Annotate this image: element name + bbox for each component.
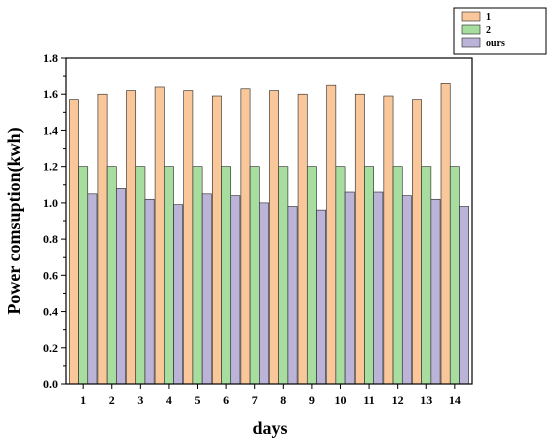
bar-series-ours-day-11	[373, 191, 384, 385]
bar-series-ours-day-1	[87, 193, 98, 385]
bar-series-2-day-4	[164, 166, 174, 385]
bar-series-1-day-2	[97, 93, 108, 385]
legend-label-1: 1	[486, 12, 491, 23]
bar-series-1-day-13	[412, 99, 422, 385]
y-axis: 0.0 0.2 0.4 0.6 0.8 1.0 1.2 1.4 1.6 1.8	[43, 51, 66, 391]
x-tick-label: 2	[109, 393, 115, 407]
bar-series-1-day-14	[440, 83, 451, 385]
legend-swatch-ours	[461, 37, 481, 48]
bar-series-1-day-12	[383, 95, 394, 385]
legend-swatch-2	[461, 24, 481, 35]
bar-series-2-day-14	[449, 166, 460, 385]
x-tick-label: 7	[252, 393, 258, 407]
bar-series-2-day-2	[106, 166, 117, 385]
bar-series-1-day-8	[269, 90, 279, 385]
x-tick-label: 9	[309, 393, 315, 407]
x-tick-label: 4	[166, 393, 172, 407]
y-tick-label: 0.0	[43, 377, 58, 391]
bar-series-ours-day-7	[259, 202, 269, 385]
legend-label-2: 2	[486, 25, 491, 36]
x-axis-title: days	[252, 418, 287, 438]
bar-series-2-day-7	[249, 166, 260, 385]
bar-series-2-day-13	[421, 166, 432, 385]
y-tick-label: 0.8	[43, 232, 58, 246]
bar-series-1-day-4	[154, 86, 165, 385]
x-tick-label: 13	[420, 393, 432, 407]
legend: 1 2 ours	[453, 7, 547, 55]
x-tick-label: 1	[80, 393, 86, 407]
bar-series-ours-day-3	[144, 198, 155, 385]
x-tick-label: 5	[195, 393, 201, 407]
bar-series-1-day-10	[326, 84, 337, 385]
legend-swatch-1	[461, 11, 481, 22]
legend-label-ours: ours	[486, 38, 505, 49]
bar-series-1-day-7	[240, 88, 251, 385]
y-tick-label: 0.6	[43, 268, 58, 282]
bar-series-2-day-12	[392, 166, 403, 385]
x-tick-label: 6	[223, 393, 229, 407]
y-tick-label: 1.8	[43, 51, 58, 65]
bar-series-2-day-5	[192, 166, 203, 385]
y-tick-label: 1.2	[43, 160, 58, 174]
bar-series-2-day-1	[78, 166, 89, 385]
x-tick-label: 12	[392, 393, 404, 407]
y-tick-label: 1.4	[43, 123, 58, 137]
bar-series-2-day-6	[221, 166, 232, 385]
bars-group	[69, 83, 469, 385]
y-tick-label: 0.4	[43, 305, 58, 319]
bar-series-ours-day-13	[430, 198, 441, 385]
bar-series-ours-day-2	[116, 188, 126, 385]
bar-series-ours-day-4	[173, 204, 184, 385]
bar-series-2-day-3	[135, 166, 146, 385]
x-tick-label: 14	[449, 393, 461, 407]
y-tick-label: 1.0	[43, 196, 58, 210]
bar-series-ours-day-12	[401, 195, 412, 385]
bar-series-1-day-9	[297, 93, 308, 385]
x-tick-label: 11	[363, 393, 374, 407]
bar-series-2-day-10	[335, 166, 346, 385]
bar-series-2-day-11	[364, 166, 374, 385]
y-tick-label: 0.2	[43, 341, 58, 355]
bar-series-1-day-3	[126, 90, 137, 385]
y-tick-label: 1.6	[43, 87, 58, 101]
bar-series-2-day-8	[278, 166, 289, 385]
bar-series-ours-day-6	[230, 195, 241, 385]
y-axis-title: Power comsuption(kwh)	[4, 127, 25, 314]
bar-series-1-day-6	[211, 95, 222, 385]
bar-series-1-day-1	[69, 99, 79, 385]
bar-series-ours-day-10	[344, 191, 355, 385]
bar-series-1-day-5	[183, 90, 194, 385]
bar-series-2-day-9	[306, 166, 317, 385]
bar-series-ours-day-14	[459, 206, 469, 385]
x-tick-label: 3	[137, 393, 143, 407]
bar-series-1-day-11	[354, 93, 365, 385]
bar-series-ours-day-9	[316, 209, 327, 385]
x-tick-label: 10	[334, 393, 346, 407]
x-axis: 1 2 3 4 5 6 7 8 9 10 11 12 13 14	[80, 384, 461, 407]
bar-series-ours-day-5	[201, 193, 212, 385]
bar-series-ours-day-8	[287, 206, 298, 385]
x-tick-label: 8	[280, 393, 286, 407]
